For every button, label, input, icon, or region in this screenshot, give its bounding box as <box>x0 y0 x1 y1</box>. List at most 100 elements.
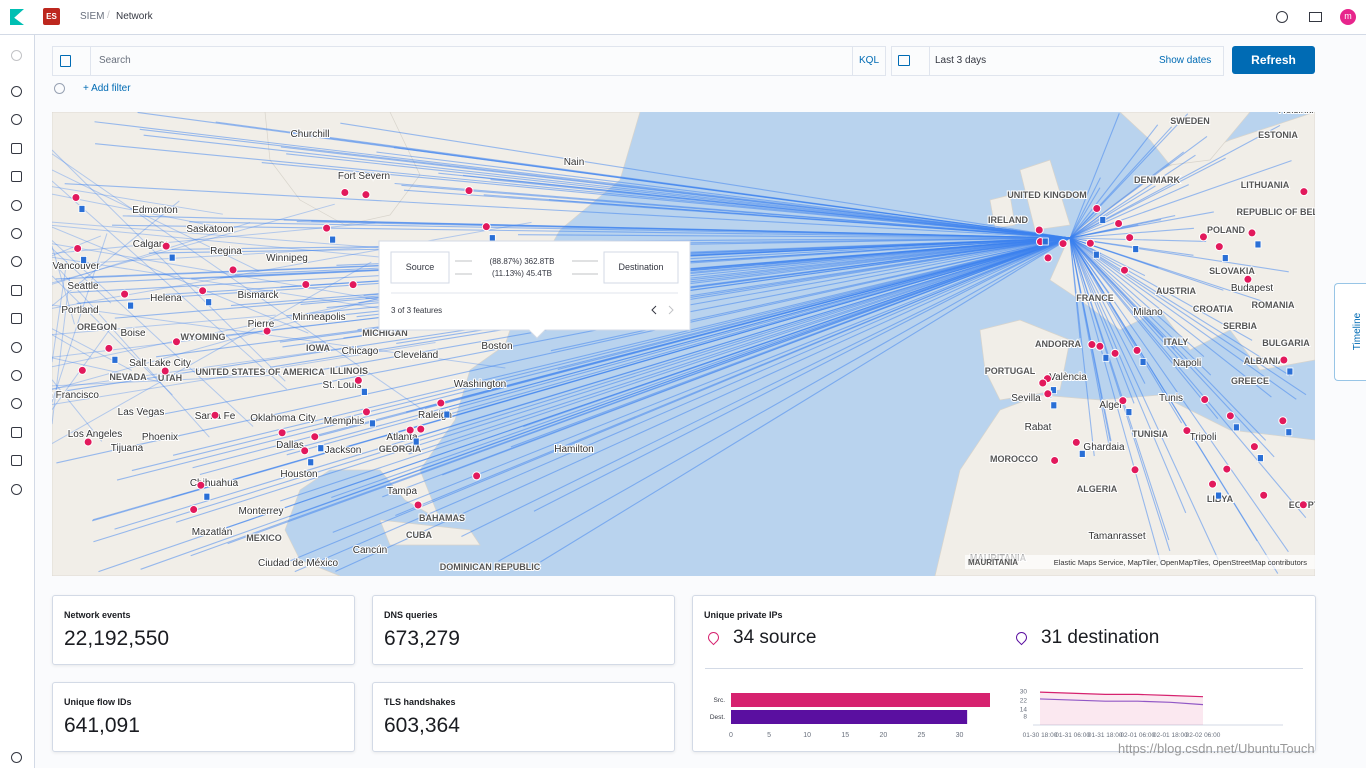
source-pin[interactable] <box>160 366 170 376</box>
destination-pin[interactable] <box>1050 401 1058 410</box>
destination-pin[interactable] <box>78 205 86 213</box>
timeline-tab[interactable]: Timeline <box>1334 283 1366 381</box>
source-pin[interactable] <box>277 428 287 438</box>
destination-pin[interactable] <box>168 253 176 262</box>
refresh-label[interactable]: Refresh <box>1251 53 1296 67</box>
nav-icon[interactable] <box>11 398 22 409</box>
source-pin[interactable] <box>464 186 474 196</box>
source-pin[interactable] <box>161 241 171 251</box>
destination-pin[interactable] <box>1256 454 1264 463</box>
source-pin[interactable] <box>1182 426 1192 436</box>
source-pin[interactable] <box>1259 490 1269 500</box>
source-pin[interactable] <box>1087 340 1097 350</box>
date-picker[interactable]: Last 3 days Show dates <box>891 46 1224 76</box>
source-pin[interactable] <box>1043 389 1053 399</box>
source-pin[interactable] <box>300 446 310 456</box>
refresh-button[interactable]: Refresh <box>1232 46 1315 74</box>
destination-pin[interactable] <box>1099 216 1107 224</box>
source-pin[interactable] <box>104 343 114 353</box>
next-feature[interactable] <box>668 305 674 315</box>
source-pin[interactable] <box>1130 465 1140 475</box>
source-pin[interactable] <box>196 480 206 490</box>
source-pin[interactable] <box>413 500 423 510</box>
destination-pin[interactable] <box>1215 491 1222 500</box>
source-pin[interactable] <box>1298 500 1308 510</box>
nav-icon[interactable] <box>11 455 22 466</box>
source-pin[interactable] <box>1034 225 1044 235</box>
source-pin[interactable] <box>83 437 93 447</box>
source-pin[interactable] <box>77 365 87 375</box>
saved-query-icon[interactable] <box>60 55 71 67</box>
source-pin[interactable] <box>1110 348 1120 358</box>
source-pin[interactable] <box>171 337 181 347</box>
source-pin[interactable] <box>340 187 350 197</box>
source-pin[interactable] <box>1198 232 1208 242</box>
nav-icon[interactable] <box>11 342 22 353</box>
nav-icon[interactable] <box>11 143 22 154</box>
breadcrumb[interactable]: SIEM <box>80 11 105 22</box>
timeline-label[interactable]: Timeline <box>1352 312 1364 351</box>
source-pin[interactable] <box>310 432 320 442</box>
source-pin[interactable] <box>1208 479 1218 489</box>
source-pin[interactable] <box>416 424 426 434</box>
destination-pin[interactable] <box>1102 353 1110 362</box>
source-pin[interactable] <box>189 505 199 515</box>
nav-icon[interactable] <box>11 256 22 267</box>
nav-icon[interactable] <box>11 484 22 495</box>
source-pin[interactable] <box>322 223 332 233</box>
destination-pin[interactable] <box>1254 240 1262 249</box>
filter-icon[interactable] <box>54 83 65 94</box>
nav-icon[interactable] <box>11 114 22 125</box>
show-dates[interactable]: Show dates <box>1159 55 1212 66</box>
source-pin[interactable] <box>481 222 491 232</box>
nav-icon[interactable] <box>11 370 22 381</box>
search-bar[interactable]: Search KQL <box>52 46 886 76</box>
nav-icon[interactable] <box>11 200 22 211</box>
destination-pin[interactable] <box>1139 358 1147 366</box>
nav-icon[interactable] <box>11 752 22 763</box>
query-language[interactable]: KQL <box>859 55 880 66</box>
destination-pin[interactable] <box>80 256 88 264</box>
map-tooltip[interactable]: Source Destination (88.87%) 362.8TB (11.13%… <box>378 240 691 339</box>
destination-pin[interactable] <box>443 410 451 419</box>
destination-pin[interactable] <box>412 437 420 446</box>
source-pin[interactable] <box>71 192 81 202</box>
nav-icon[interactable] <box>11 171 22 182</box>
destination-pin[interactable] <box>1092 250 1100 259</box>
destination-pin[interactable] <box>1221 254 1229 262</box>
source-pin[interactable] <box>1043 253 1053 263</box>
prev-feature[interactable] <box>651 305 657 315</box>
source-pin[interactable] <box>1050 455 1060 465</box>
nav-icon[interactable] <box>11 86 22 97</box>
source-pin[interactable] <box>1222 464 1232 474</box>
destination-pin[interactable] <box>1050 386 1057 395</box>
source-pin[interactable] <box>361 190 371 200</box>
destination-pin[interactable] <box>1041 237 1049 246</box>
source-pin[interactable] <box>198 286 208 296</box>
source-pin[interactable] <box>228 265 238 275</box>
source-pin[interactable] <box>1249 442 1259 452</box>
destination-pin[interactable] <box>1078 449 1086 458</box>
source-pin[interactable] <box>210 410 220 420</box>
source-pin[interactable] <box>1038 378 1048 388</box>
source-pin[interactable] <box>1214 242 1224 252</box>
source-pin[interactable] <box>1132 345 1142 355</box>
nav-icon[interactable] <box>11 313 22 324</box>
destination-pin[interactable] <box>317 444 325 453</box>
source-pin[interactable] <box>1118 396 1128 406</box>
destination-pin[interactable] <box>205 298 213 307</box>
source-pin[interactable] <box>73 243 83 253</box>
kibana-logo[interactable] <box>10 9 24 25</box>
source-pin[interactable] <box>1114 219 1124 229</box>
source-pin[interactable] <box>436 398 446 408</box>
source-pin[interactable] <box>1092 203 1102 213</box>
destination-pin[interactable] <box>1285 428 1293 437</box>
source-pin[interactable] <box>405 425 415 435</box>
avatar[interactable]: m <box>1340 9 1356 25</box>
nav-icon[interactable] <box>11 427 22 438</box>
destination-pin[interactable] <box>111 355 119 364</box>
destination-pin[interactable] <box>203 492 211 501</box>
destination-pin[interactable] <box>360 387 368 396</box>
source-pin[interactable] <box>1243 274 1253 284</box>
source-pin[interactable] <box>1247 228 1257 238</box>
